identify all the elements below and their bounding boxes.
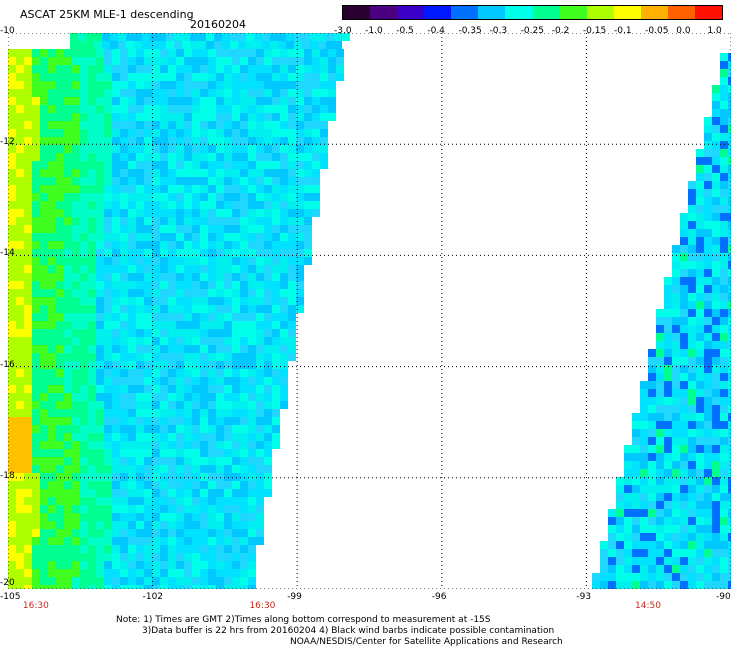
longitude-label: -96: [431, 592, 447, 602]
color-scale-label: -0.3: [489, 26, 508, 36]
color-scale-label: -0.35: [458, 26, 482, 36]
color-swatch: [478, 6, 506, 19]
longitude-label: -93: [576, 592, 592, 602]
map-date: 20160204: [190, 18, 246, 31]
color-swatch: [424, 6, 452, 19]
map-canvas: [8, 33, 731, 589]
color-swatch: [370, 6, 398, 19]
longitude-label: -105: [0, 592, 21, 602]
note-line-3: NOAA/NESDIS/Center for Satellite Applica…: [290, 637, 563, 647]
longitude-label: -99: [287, 592, 302, 602]
ascat-map: [8, 33, 731, 589]
longitude-label: -102: [142, 592, 164, 602]
color-swatch: [667, 6, 696, 19]
color-scale-label: -0.4: [427, 26, 445, 36]
color-swatch: [397, 6, 425, 19]
time-label: 14:50: [635, 601, 661, 611]
color-scale-label: 0.0: [676, 26, 691, 36]
latitude-label: -18: [0, 470, 15, 481]
color-scale-label: -0.05: [645, 26, 669, 36]
latitude-label: -12: [0, 137, 15, 148]
color-scale-label: -0.5: [396, 26, 414, 36]
color-scale-label: -0.2: [551, 26, 570, 36]
color-scale-label: -3.0: [334, 26, 352, 36]
color-scale-label: -0.1: [614, 26, 632, 36]
note-line-2: 3)Data buffer is 22 hrs from 20160204 4)…: [142, 626, 555, 636]
color-swatch: [640, 6, 668, 19]
latitude-label: -10: [0, 26, 15, 36]
color-swatch: [532, 6, 560, 19]
color-scale-label: -0.25: [520, 26, 544, 36]
color-scale-bar: [342, 5, 723, 20]
latitude-label: -14: [0, 248, 15, 259]
color-scale-label: 1.0: [707, 26, 722, 36]
color-swatch: [695, 6, 723, 19]
color-swatch: [451, 6, 479, 19]
time-label: 16:30: [249, 601, 276, 611]
map-title: ASCAT 25KM MLE-1 descending: [20, 8, 194, 21]
color-swatch: [586, 6, 614, 19]
color-swatch: [343, 6, 371, 19]
time-label: 16:30: [22, 601, 49, 611]
color-scale-label: -1.0: [365, 26, 383, 36]
color-swatch: [505, 6, 533, 19]
color-scale-labels: -3.0 -1.0 -0.5 -0.4 -0.35 -0.3 -0.25 -0.2 -0.15-…: [330, 26, 740, 38]
latitude-label: -16: [0, 359, 15, 370]
color-swatch: [559, 6, 587, 19]
latitude-label: -20: [0, 578, 15, 588]
color-scale-label: -0.15: [582, 26, 607, 36]
color-swatch: [613, 6, 641, 19]
longitude-label: -90: [716, 592, 731, 602]
note-line-1: Note: 1) Times are GMT 2)Times along bot…: [116, 615, 491, 625]
